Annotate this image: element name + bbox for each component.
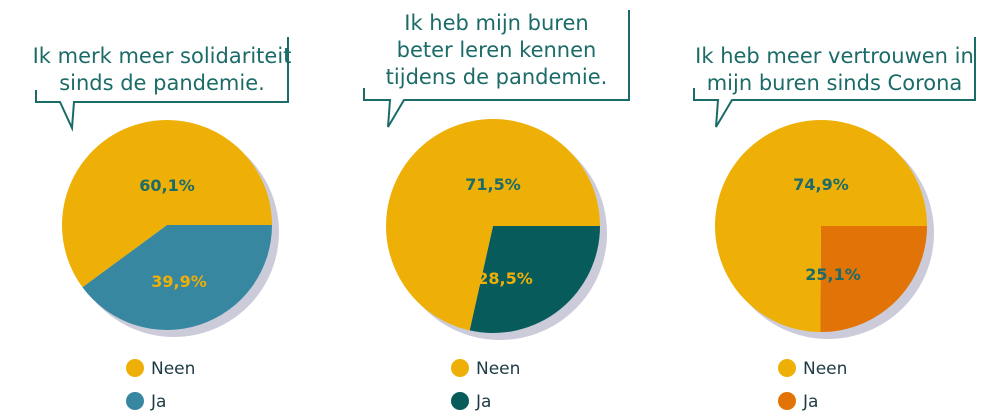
slice-label-ja: 28,5%	[477, 269, 533, 288]
legend-swatch-neen	[451, 359, 469, 377]
legend-label-ja: Ja	[150, 392, 166, 412]
chart-title-line: Ik merk meer solidariteit	[33, 44, 292, 68]
pie-slice-ja	[82, 225, 272, 331]
legend-swatch-neen	[778, 359, 796, 377]
pie-slice-neen	[715, 119, 927, 332]
pie-slice-ja	[469, 226, 600, 333]
pie-slice-neen	[62, 120, 273, 288]
slice-label-neen: 60,1%	[139, 176, 195, 195]
legend-label-neen: Neen	[803, 359, 847, 379]
slice-label-ja: 25,1%	[805, 265, 861, 284]
pie-slice-neen	[386, 118, 600, 331]
slice-label-ja: 39,9%	[151, 272, 207, 291]
chart-title-line: Ik heb mijn buren	[404, 11, 588, 35]
chart-title-line: mijn buren sinds Corona	[707, 71, 963, 95]
legend-swatch-ja	[451, 392, 469, 410]
legend-swatch-ja	[126, 392, 144, 410]
slice-label-neen: 71,5%	[465, 175, 521, 194]
legend-label-neen: Neen	[151, 359, 195, 379]
speech-bubble	[693, 37, 976, 128]
legend-label-ja: Ja	[802, 392, 818, 412]
speech-bubble	[35, 37, 289, 132]
chart-title-line: tijdens de pandemie.	[386, 65, 608, 89]
chart-title-line: Ik heb meer vertrouwen in	[695, 44, 974, 68]
legend-label-ja: Ja	[475, 392, 491, 412]
legend-swatch-neen	[126, 359, 144, 377]
pie-chart-2: Ik heb mijn buren beter leren kennen tijde…	[363, 10, 630, 412]
speech-bubble	[363, 10, 630, 128]
legend-swatch-ja	[778, 392, 796, 410]
pie-chart-1: Ik merk meer solidariteit sinds de pandem…	[33, 37, 292, 412]
slice-label-neen: 74,9%	[793, 175, 849, 194]
legend-label-neen: Neen	[476, 359, 520, 379]
chart-title-line: sinds de pandemie.	[59, 71, 265, 95]
pie-chart-3: Ik heb meer vertrouwen in mijn buren sind…	[693, 37, 976, 412]
pie-slice-ja	[820, 226, 927, 332]
chart-title-line: beter leren kennen	[397, 38, 597, 62]
